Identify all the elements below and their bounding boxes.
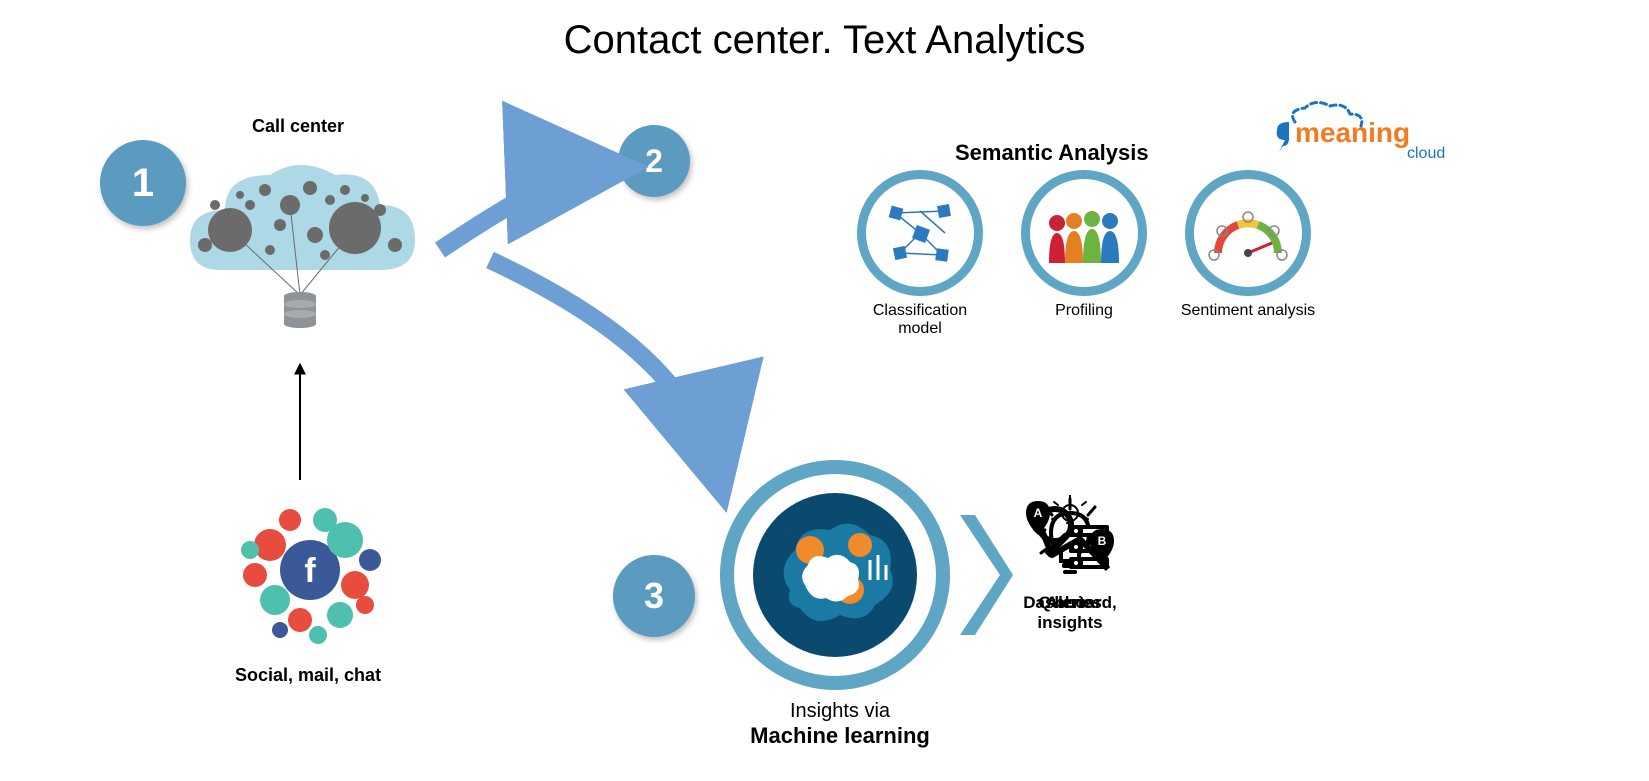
chevron-icon [955, 510, 1015, 640]
profiling-ring [1021, 170, 1147, 296]
ml-label-2: Machine learning [745, 723, 935, 749]
svg-text:B: B [1098, 534, 1107, 548]
social-cluster-graphic: f [230, 490, 390, 655]
classification-ring [857, 170, 983, 296]
output-alerts-label: Alerts [1015, 593, 1125, 613]
brain-icon [750, 490, 920, 660]
classification-label: Classification model [850, 302, 990, 338]
route-icon: A B [1020, 495, 1120, 585]
semantic-row: Classification model Profiling [850, 170, 1318, 338]
social-label: Social, mail, chat [235, 665, 381, 686]
meaningcloud-logo: meaning cloud [1265, 100, 1465, 175]
svg-text:f: f [304, 552, 316, 590]
logo-word1: meaning [1295, 117, 1410, 148]
profiling-label: Profiling [1014, 302, 1154, 320]
output-alerts: A B Alerts [1015, 495, 1125, 613]
svg-text:A: A [1034, 506, 1043, 520]
ml-label-1: Insights via [745, 700, 935, 723]
ml-ring [720, 460, 950, 690]
sentiment-ring [1185, 170, 1311, 296]
gauge-icon [1200, 193, 1296, 273]
people-icon [1039, 193, 1129, 273]
logo-word2: cloud [1407, 145, 1445, 162]
network-icon [880, 193, 960, 273]
semantic-title: Semantic Analysis [955, 140, 1149, 166]
sentiment-label: Sentiment analysis [1178, 302, 1318, 320]
